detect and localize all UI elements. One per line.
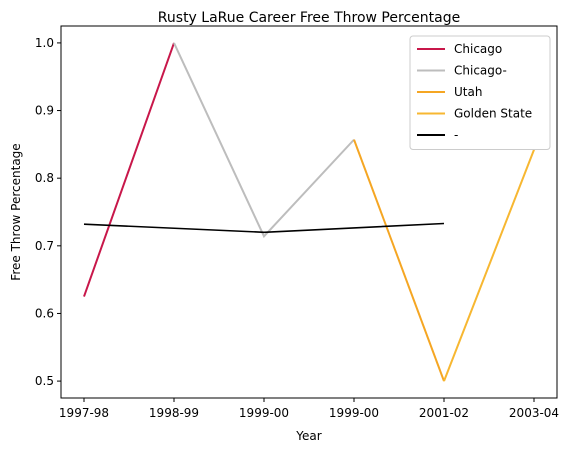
series-line-2 <box>353 139 445 382</box>
y-tick-label: 0.7 <box>35 239 54 253</box>
series-line-1 <box>173 42 355 239</box>
plot-area <box>83 42 535 382</box>
legend: Chicago Chicago- Utah Golden State - <box>409 35 551 150</box>
y-tick-label: 0.8 <box>35 171 54 185</box>
x-tick-label: 2003-04 <box>509 406 559 420</box>
x-tick-label: 1999-00 <box>329 406 379 420</box>
x-tick-label: 2001-02 <box>419 406 469 420</box>
x-axis-label: Year <box>295 429 321 443</box>
y-axis: 0.5 0.6 0.7 0.8 0.9 1.0 <box>35 36 61 388</box>
x-tick-label: 1998-99 <box>149 406 199 420</box>
y-tick-label: 1.0 <box>35 36 54 50</box>
y-tick-label: 0.6 <box>35 306 54 320</box>
legend-label: Utah <box>454 85 482 99</box>
legend-label: Chicago- <box>454 64 507 78</box>
chart-title: Rusty LaRue Career Free Throw Percentage <box>158 10 460 26</box>
y-tick-label: 0.9 <box>35 104 54 118</box>
x-tick-label: 1997-98 <box>59 406 109 420</box>
series-line-3 <box>443 149 535 382</box>
legend-box <box>409 35 551 150</box>
legend-label: - <box>454 128 458 142</box>
x-tick-label: 1999-00 <box>239 406 289 420</box>
axes-frame <box>60 25 558 399</box>
series-line-4 <box>83 222 445 234</box>
series-line-0 <box>83 42 175 297</box>
y-axis-label: Free Throw Percentage <box>9 143 23 280</box>
legend-label: Golden State <box>454 107 532 121</box>
x-axis: 1997-98 1998-99 1999-00 1999-00 2001-02 2003-… <box>59 398 559 420</box>
legend-label: Chicago <box>454 42 502 56</box>
y-tick-label: 0.5 <box>35 374 54 388</box>
